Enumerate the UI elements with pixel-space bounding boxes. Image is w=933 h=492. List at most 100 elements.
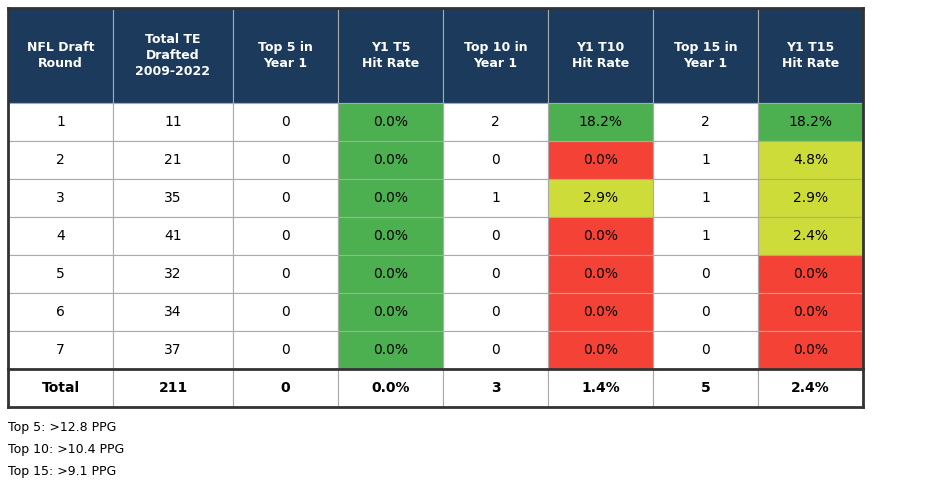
Text: 0: 0 (281, 229, 290, 243)
Bar (338, 8, 443, 103)
Text: 0: 0 (281, 305, 290, 319)
Text: 0: 0 (281, 267, 290, 281)
Bar (548, 141, 653, 179)
Bar (233, 103, 338, 141)
Bar (233, 293, 338, 331)
Bar (443, 179, 548, 217)
Bar (113, 141, 233, 179)
Bar (233, 331, 338, 369)
Text: 1.4%: 1.4% (581, 381, 620, 395)
Bar (653, 103, 758, 141)
Text: 0: 0 (281, 191, 290, 205)
Text: 0.0%: 0.0% (583, 229, 618, 243)
Bar (653, 293, 758, 331)
Bar (8, 369, 113, 407)
Bar (548, 8, 653, 103)
Bar (548, 293, 653, 331)
Bar (8, 179, 113, 217)
Bar (113, 293, 233, 331)
Bar (8, 331, 113, 369)
Text: 0: 0 (491, 343, 500, 357)
Bar (338, 293, 443, 331)
Bar (8, 141, 113, 179)
Text: 2.9%: 2.9% (583, 191, 618, 205)
Bar (758, 217, 863, 255)
Text: 3: 3 (491, 381, 500, 395)
Bar (653, 179, 758, 217)
Text: 7: 7 (56, 343, 65, 357)
Bar (233, 369, 338, 407)
Text: 0: 0 (701, 343, 710, 357)
Bar (443, 217, 548, 255)
Text: Top 5: >12.8 PPG: Top 5: >12.8 PPG (8, 421, 117, 434)
Text: 1: 1 (701, 191, 710, 205)
Bar (113, 217, 233, 255)
Text: 1: 1 (701, 229, 710, 243)
Text: 0.0%: 0.0% (373, 305, 408, 319)
Text: 18.2%: 18.2% (788, 115, 832, 129)
Bar (338, 255, 443, 293)
Text: 0: 0 (701, 267, 710, 281)
Bar (8, 217, 113, 255)
Bar (338, 141, 443, 179)
Text: 2: 2 (701, 115, 710, 129)
Bar (548, 179, 653, 217)
Bar (338, 103, 443, 141)
Bar (113, 179, 233, 217)
Text: 0.0%: 0.0% (371, 381, 410, 395)
Bar (653, 217, 758, 255)
Bar (653, 141, 758, 179)
Text: Top 15 in
Year 1: Top 15 in Year 1 (674, 41, 737, 70)
Bar (443, 103, 548, 141)
Bar (8, 103, 113, 141)
Bar (113, 103, 233, 141)
Text: 0.0%: 0.0% (373, 229, 408, 243)
Text: 5: 5 (56, 267, 65, 281)
Text: 0: 0 (701, 305, 710, 319)
Bar (758, 255, 863, 293)
Text: 0.0%: 0.0% (793, 343, 828, 357)
Bar (338, 331, 443, 369)
Text: 211: 211 (159, 381, 188, 395)
Text: 0: 0 (491, 267, 500, 281)
Text: 34: 34 (164, 305, 182, 319)
Text: 0.0%: 0.0% (583, 305, 618, 319)
Text: 37: 37 (164, 343, 182, 357)
Bar (653, 331, 758, 369)
Bar (443, 255, 548, 293)
Text: 0.0%: 0.0% (583, 267, 618, 281)
Bar (233, 8, 338, 103)
Text: 0: 0 (491, 153, 500, 167)
Bar (653, 369, 758, 407)
Bar (8, 255, 113, 293)
Bar (113, 331, 233, 369)
Bar (443, 369, 548, 407)
Text: 5: 5 (701, 381, 710, 395)
Text: 11: 11 (164, 115, 182, 129)
Text: 0: 0 (281, 343, 290, 357)
Text: 21: 21 (164, 153, 182, 167)
Bar (758, 141, 863, 179)
Text: 0: 0 (491, 305, 500, 319)
Text: Top 5 in
Year 1: Top 5 in Year 1 (258, 41, 313, 70)
Bar (548, 217, 653, 255)
Text: 2: 2 (56, 153, 65, 167)
Bar (758, 369, 863, 407)
Text: 0: 0 (491, 229, 500, 243)
Text: 35: 35 (164, 191, 182, 205)
Bar (8, 293, 113, 331)
Bar (338, 369, 443, 407)
Bar (113, 255, 233, 293)
Bar (338, 179, 443, 217)
Text: 2.4%: 2.4% (793, 229, 828, 243)
Bar (443, 8, 548, 103)
Text: 0.0%: 0.0% (793, 305, 828, 319)
Bar (233, 255, 338, 293)
Text: 0.0%: 0.0% (373, 267, 408, 281)
Text: Total: Total (41, 381, 79, 395)
Text: 2: 2 (491, 115, 500, 129)
Text: 0.0%: 0.0% (793, 267, 828, 281)
Text: 0.0%: 0.0% (373, 191, 408, 205)
Text: 2.9%: 2.9% (793, 191, 829, 205)
Text: Y1 T5
Hit Rate: Y1 T5 Hit Rate (362, 41, 419, 70)
